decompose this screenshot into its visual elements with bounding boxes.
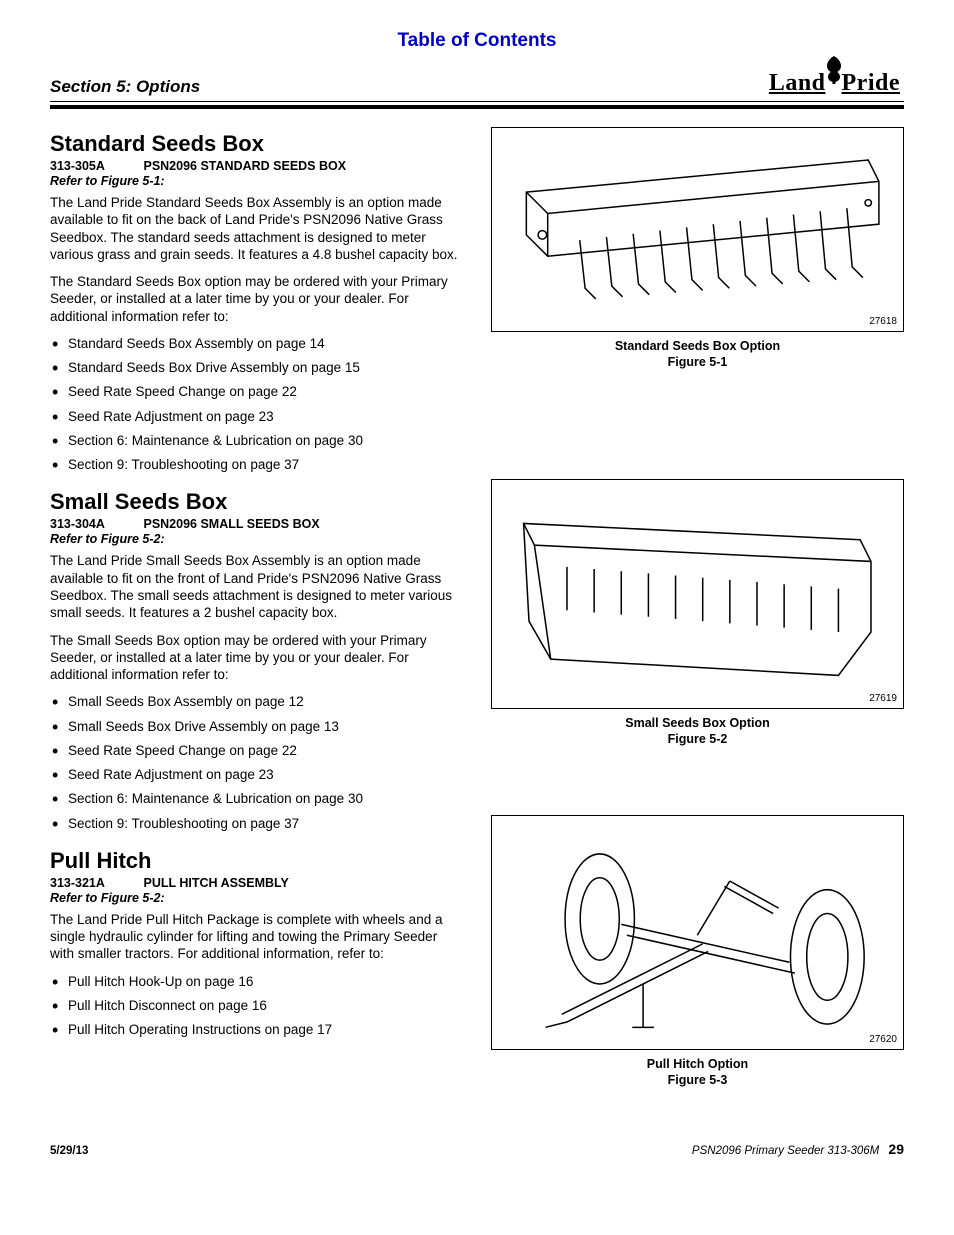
list-item: Seed Rate Adjustment on page 23 <box>68 408 463 425</box>
caption-title: Small Seeds Box Option <box>625 716 769 730</box>
caption-title: Standard Seeds Box Option <box>615 339 780 353</box>
body-paragraph: The Small Seeds Box option may be ordere… <box>50 632 463 684</box>
list-item: Seed Rate Speed Change on page 22 <box>68 742 463 759</box>
footer-manual: PSN2096 Primary Seeder 313-306M <box>692 1145 879 1157</box>
caption-label: Figure 5-3 <box>668 1073 728 1087</box>
list-item: Pull Hitch Disconnect on page 16 <box>68 997 463 1014</box>
list-item: Section 9: Troubleshooting on page 37 <box>68 815 463 832</box>
part-name: PULL HITCH ASSEMBLY <box>143 876 288 890</box>
reference-list: Standard Seeds Box Assembly on page 14 S… <box>50 335 463 474</box>
footer-date: 5/29/13 <box>50 1145 88 1157</box>
figure-small-seeds-box: 27619 <box>491 479 904 709</box>
section-title: Standard Seeds Box <box>50 131 463 157</box>
section-title: Pull Hitch <box>50 848 463 874</box>
drawing-number: 27619 <box>869 693 897 704</box>
tree-icon <box>824 54 844 84</box>
header-rule <box>50 101 904 109</box>
figure-illustration <box>500 816 895 1049</box>
list-item: Section 6: Maintenance & Lubrication on … <box>68 790 463 807</box>
body-paragraph: The Land Pride Standard Seeds Box Assemb… <box>50 194 463 263</box>
figure-reference: Refer to Figure 5-1: <box>50 174 463 188</box>
figure-pull-hitch: 27620 <box>491 815 904 1050</box>
caption-label: Figure 5-2 <box>668 732 728 746</box>
figure-column: 27618 Standard Seeds Box Option Figure 5… <box>491 127 904 1117</box>
drawing-number: 27620 <box>869 1034 897 1045</box>
reference-list: Small Seeds Box Assembly on page 12 Smal… <box>50 693 463 832</box>
body-paragraph: The Land Pride Small Seeds Box Assembly … <box>50 552 463 621</box>
figure-reference: Refer to Figure 5-2: <box>50 891 463 905</box>
figure-caption: Small Seeds Box Option Figure 5-2 <box>491 715 904 748</box>
list-item: Standard Seeds Box Drive Assembly on pag… <box>68 359 463 376</box>
body-paragraph: The Standard Seeds Box option may be ord… <box>50 273 463 325</box>
logo-text-right: Pride <box>842 70 900 96</box>
part-number: 313-321A <box>50 876 140 890</box>
page-number: 29 <box>888 1141 904 1157</box>
brand-logo: Land Pride <box>769 60 904 97</box>
list-item: Section 9: Troubleshooting on page 37 <box>68 456 463 473</box>
drawing-number: 27618 <box>869 316 897 327</box>
figure-illustration <box>500 128 895 331</box>
caption-label: Figure 5-1 <box>668 355 728 369</box>
part-number: 313-305A <box>50 159 140 173</box>
list-item: Section 6: Maintenance & Lubrication on … <box>68 432 463 449</box>
figure-standard-seeds-box: 27618 <box>491 127 904 332</box>
part-line: 313-321A PULL HITCH ASSEMBLY <box>50 876 463 890</box>
section-label: Section 5: Options <box>50 77 200 97</box>
figure-caption: Pull Hitch Option Figure 5-3 <box>491 1056 904 1089</box>
logo-text-left: Land <box>769 70 826 96</box>
list-item: Pull Hitch Operating Instructions on pag… <box>68 1021 463 1038</box>
toc-link[interactable]: Table of Contents <box>50 30 904 52</box>
content-column: Standard Seeds Box 313-305A PSN2096 STAN… <box>50 127 463 1117</box>
list-item: Small Seeds Box Assembly on page 12 <box>68 693 463 710</box>
reference-list: Pull Hitch Hook-Up on page 16 Pull Hitch… <box>50 973 463 1039</box>
body-paragraph: The Land Pride Pull Hitch Package is com… <box>50 911 463 963</box>
part-line: 313-304A PSN2096 SMALL SEEDS BOX <box>50 517 463 531</box>
figure-caption: Standard Seeds Box Option Figure 5-1 <box>491 338 904 371</box>
caption-title: Pull Hitch Option <box>647 1057 748 1071</box>
part-name: PSN2096 SMALL SEEDS BOX <box>143 517 319 531</box>
section-title: Small Seeds Box <box>50 489 463 515</box>
page-footer: 5/29/13 PSN2096 Primary Seeder 313-306M … <box>50 1141 904 1157</box>
part-name: PSN2096 STANDARD SEEDS BOX <box>143 159 346 173</box>
list-item: Seed Rate Adjustment on page 23 <box>68 766 463 783</box>
part-number: 313-304A <box>50 517 140 531</box>
list-item: Small Seeds Box Drive Assembly on page 1… <box>68 718 463 735</box>
part-line: 313-305A PSN2096 STANDARD SEEDS BOX <box>50 159 463 173</box>
figure-illustration <box>500 480 895 708</box>
list-item: Standard Seeds Box Assembly on page 14 <box>68 335 463 352</box>
list-item: Pull Hitch Hook-Up on page 16 <box>68 973 463 990</box>
figure-reference: Refer to Figure 5-2: <box>50 532 463 546</box>
list-item: Seed Rate Speed Change on page 22 <box>68 383 463 400</box>
